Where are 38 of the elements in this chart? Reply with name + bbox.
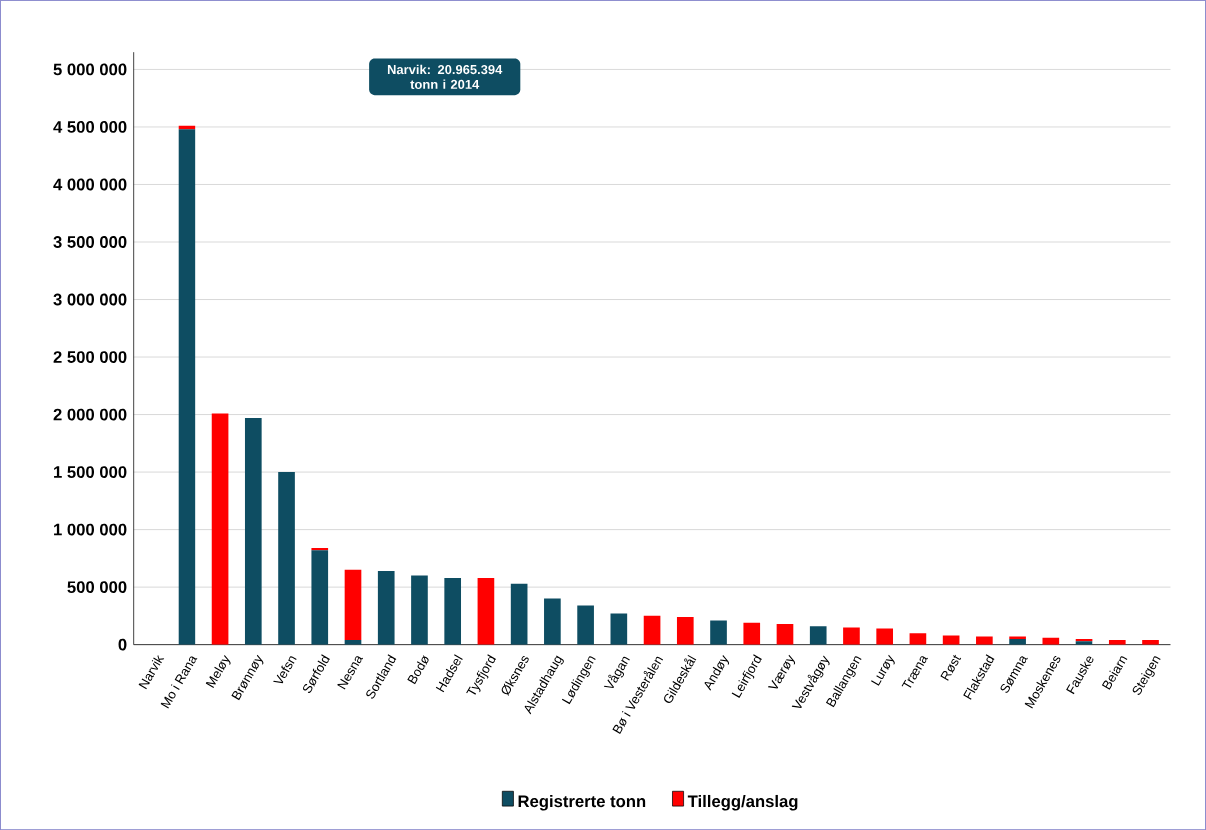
legend-label: Registrerte tonn xyxy=(518,794,646,811)
bar xyxy=(211,413,229,645)
bar xyxy=(676,616,694,645)
bar xyxy=(876,628,894,645)
y-tick-label: 3 000 000 xyxy=(53,293,127,306)
bar xyxy=(278,472,295,645)
y-tick-label: 1 500 000 xyxy=(54,466,127,478)
bar xyxy=(942,635,960,645)
y-tick-label: 5 000 000 xyxy=(53,63,127,76)
bar xyxy=(477,577,495,645)
bar xyxy=(311,550,329,645)
bar xyxy=(344,569,362,640)
bar xyxy=(544,598,561,645)
bar xyxy=(643,615,661,645)
bar xyxy=(610,613,628,645)
y-tick-label: 0 xyxy=(118,638,127,651)
legend-label: Tillegg/anslag xyxy=(687,794,798,811)
bar xyxy=(809,626,827,645)
bar xyxy=(444,577,462,645)
bar xyxy=(577,605,594,645)
bar xyxy=(510,583,528,645)
bar xyxy=(411,575,428,645)
bar xyxy=(377,570,395,645)
annotation: Narvik: 20.965.394 tonn i 2014 xyxy=(387,64,503,89)
y-tick-label: 1 000 000 xyxy=(54,523,127,536)
bar xyxy=(843,627,860,645)
y-tick-label: 3 500 000 xyxy=(53,236,127,248)
bar xyxy=(909,633,927,645)
bar xyxy=(244,417,262,645)
y-tick-label: 500 000 xyxy=(67,581,127,593)
bar xyxy=(710,620,727,645)
y-tick-label: 4 500 000 xyxy=(53,120,127,133)
y-tick-label: 4 000 000 xyxy=(53,178,127,191)
bar xyxy=(178,129,196,645)
bar xyxy=(743,622,761,645)
bar xyxy=(776,623,794,645)
y-tick-label: 2 000 000 xyxy=(53,408,127,421)
y-tick-label: 2 500 000 xyxy=(53,351,127,363)
